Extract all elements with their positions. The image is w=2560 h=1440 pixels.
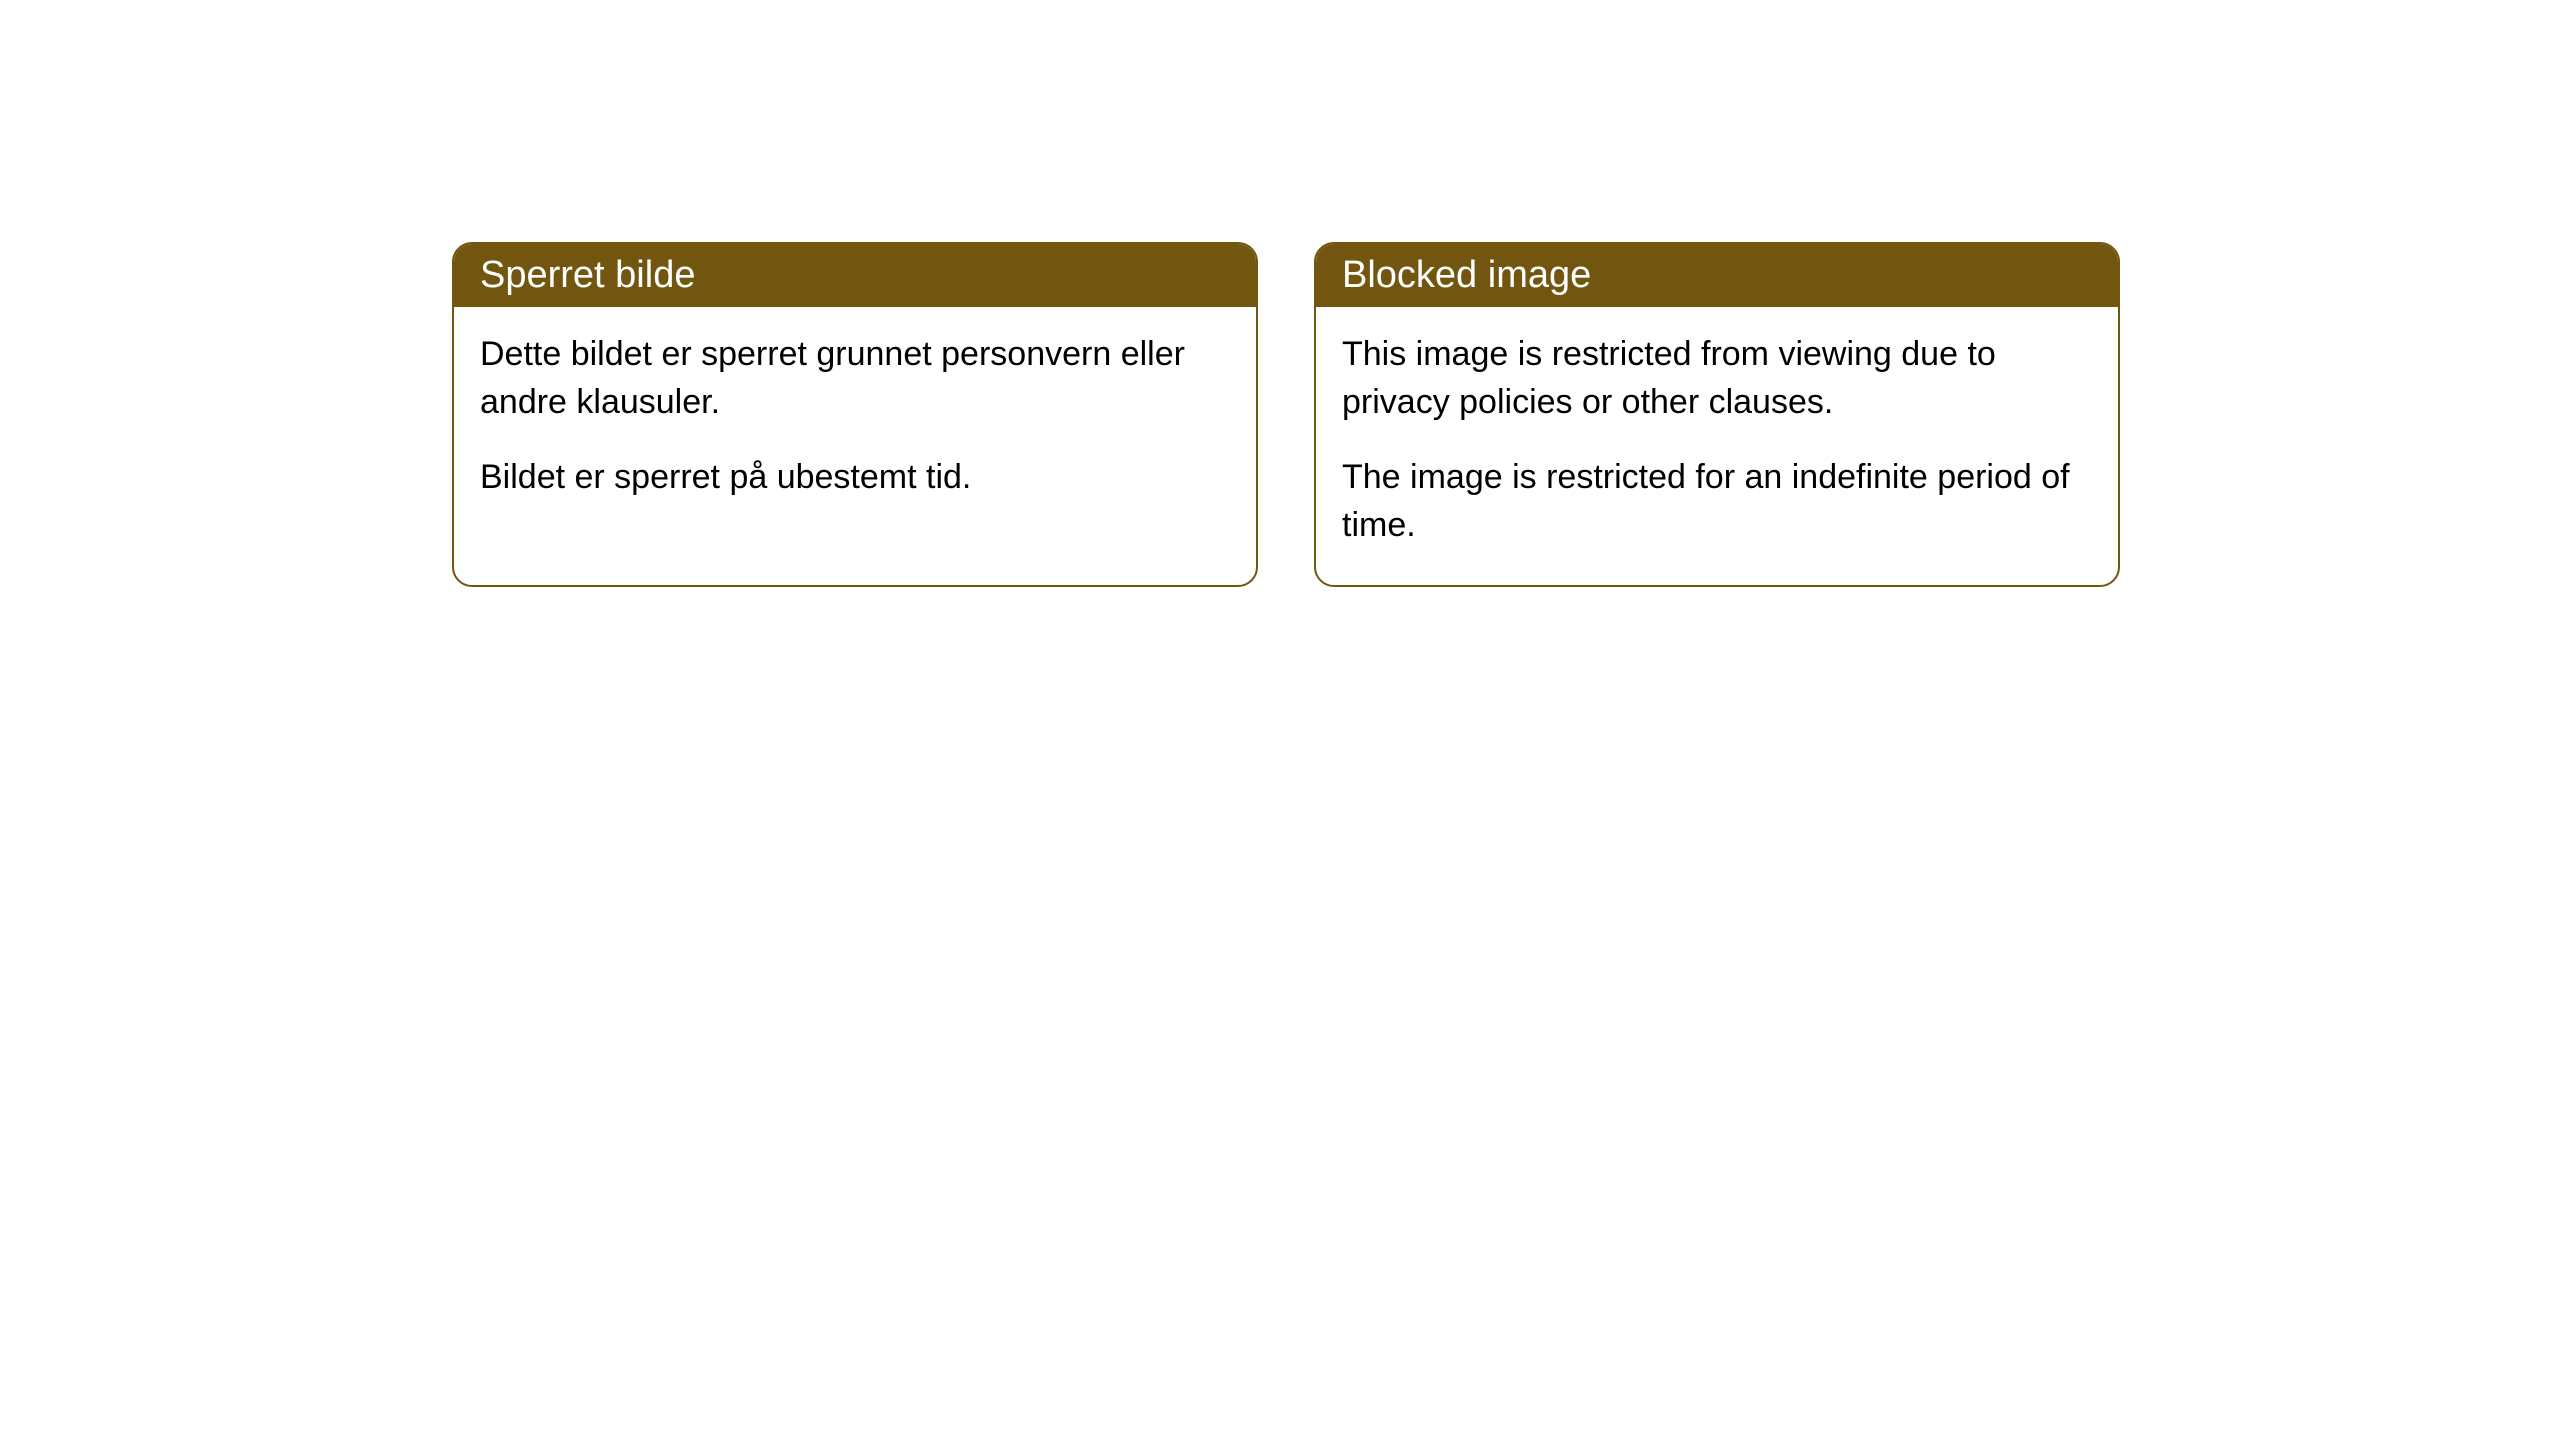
card-paragraph-1: This image is restricted from viewing du… bbox=[1342, 331, 2092, 426]
blocked-image-card-norwegian: Sperret bilde Dette bildet er sperret gr… bbox=[452, 242, 1258, 587]
card-body: Dette bildet er sperret grunnet personve… bbox=[454, 307, 1256, 538]
card-header: Blocked image bbox=[1316, 244, 2118, 307]
card-paragraph-2: Bildet er sperret på ubestemt tid. bbox=[480, 454, 1230, 502]
cards-container: Sperret bilde Dette bildet er sperret gr… bbox=[452, 242, 2120, 587]
card-body: This image is restricted from viewing du… bbox=[1316, 307, 2118, 585]
blocked-image-card-english: Blocked image This image is restricted f… bbox=[1314, 242, 2120, 587]
card-paragraph-2: The image is restricted for an indefinit… bbox=[1342, 454, 2092, 549]
card-paragraph-1: Dette bildet er sperret grunnet personve… bbox=[480, 331, 1230, 426]
card-header: Sperret bilde bbox=[454, 244, 1256, 307]
